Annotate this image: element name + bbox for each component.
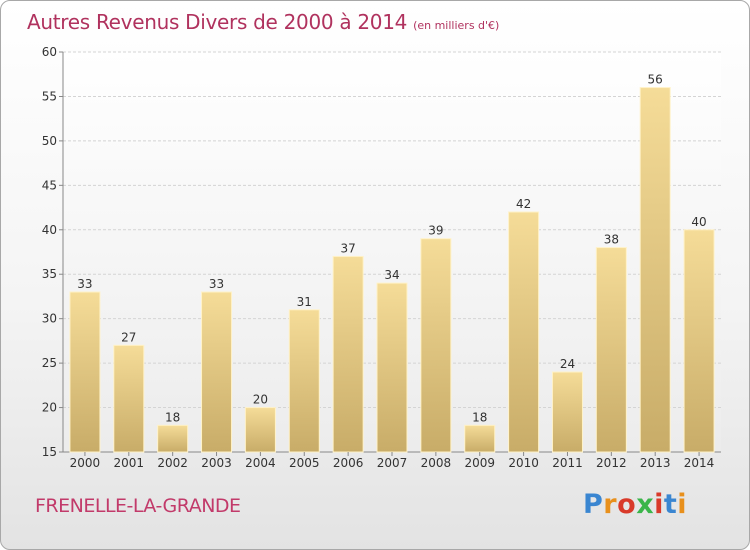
- y-tick-label: 60: [42, 45, 57, 59]
- bar-2011: [551, 371, 583, 453]
- data-label-2009: 18: [472, 410, 487, 424]
- bar-2006: [332, 255, 364, 453]
- x-tick-label-2008: 2008: [421, 456, 452, 470]
- bar-2001: [113, 344, 145, 453]
- logo-letter: x: [636, 489, 655, 520]
- bar-2013: [639, 87, 671, 453]
- y-tick-label: 30: [42, 312, 57, 326]
- bar-2010: [508, 211, 540, 453]
- unit-note: (en milliers d'€): [413, 19, 500, 32]
- data-label-2010: 42: [516, 197, 531, 211]
- bar-2008: [420, 238, 452, 453]
- data-label-2006: 37: [340, 241, 355, 255]
- data-label-2001: 27: [121, 330, 136, 344]
- bar-2003: [201, 291, 233, 453]
- logo-letter: r: [603, 489, 618, 520]
- data-label-2002: 18: [165, 410, 180, 424]
- data-label-2007: 34: [384, 268, 399, 282]
- data-label-2008: 39: [428, 224, 443, 238]
- y-tick-label: 50: [42, 134, 57, 148]
- bar-2014: [683, 229, 715, 453]
- x-tick-label-2013: 2013: [640, 456, 671, 470]
- logo-letter: o: [617, 489, 637, 520]
- data-label-2005: 31: [297, 295, 312, 309]
- town-name: FRENELLE-LA-GRANDE: [35, 495, 241, 517]
- data-label-2013: 56: [648, 73, 663, 87]
- logo-letter: i: [677, 489, 688, 520]
- y-tick-label: 45: [42, 178, 57, 192]
- bar-2004: [244, 407, 276, 453]
- title-text: Autres Revenus Divers de 2000 à 2014: [27, 10, 408, 34]
- data-label-2012: 38: [604, 233, 619, 247]
- y-tick-label: 35: [42, 267, 57, 281]
- logo-letter: t: [663, 489, 678, 520]
- bar-2005: [288, 309, 320, 453]
- bar-2000: [69, 291, 101, 453]
- data-label-2014: 40: [691, 215, 706, 229]
- x-tick-label-2012: 2012: [596, 456, 627, 470]
- x-tick-label-2014: 2014: [684, 456, 715, 470]
- x-tick-label-2004: 2004: [245, 456, 276, 470]
- bar-2012: [595, 247, 627, 453]
- x-tick-label-2002: 2002: [157, 456, 188, 470]
- x-tick-label-2011: 2011: [552, 456, 583, 470]
- y-tick-label: 25: [42, 356, 57, 370]
- y-tick-label: 15: [42, 445, 57, 459]
- y-tick-label: 20: [42, 401, 57, 415]
- bar-2007: [376, 282, 408, 453]
- y-tick-label: 55: [42, 89, 57, 103]
- data-label-2011: 24: [560, 357, 575, 371]
- x-tick-label-2000: 2000: [70, 456, 101, 470]
- chart-title: Autres Revenus Divers de 2000 à 2014 (en …: [27, 10, 499, 34]
- y-tick-label: 40: [42, 223, 57, 237]
- data-label-2003: 33: [209, 277, 224, 291]
- proxiti-logo: Proxiti: [583, 489, 687, 520]
- x-tick-label-2009: 2009: [464, 456, 495, 470]
- x-tick-label-2003: 2003: [201, 456, 232, 470]
- x-tick-label-2006: 2006: [333, 456, 364, 470]
- x-tick-label-2001: 2001: [114, 456, 145, 470]
- data-label-2000: 33: [77, 277, 92, 291]
- data-label-2004: 20: [253, 393, 268, 407]
- logo-letter: P: [583, 489, 604, 520]
- bar-2002: [157, 424, 189, 453]
- logo-letter: i: [654, 489, 664, 520]
- x-tick-label-2010: 2010: [508, 456, 539, 470]
- x-tick-label-2005: 2005: [289, 456, 320, 470]
- x-tick-label-2007: 2007: [377, 456, 408, 470]
- bar-2009: [464, 424, 496, 453]
